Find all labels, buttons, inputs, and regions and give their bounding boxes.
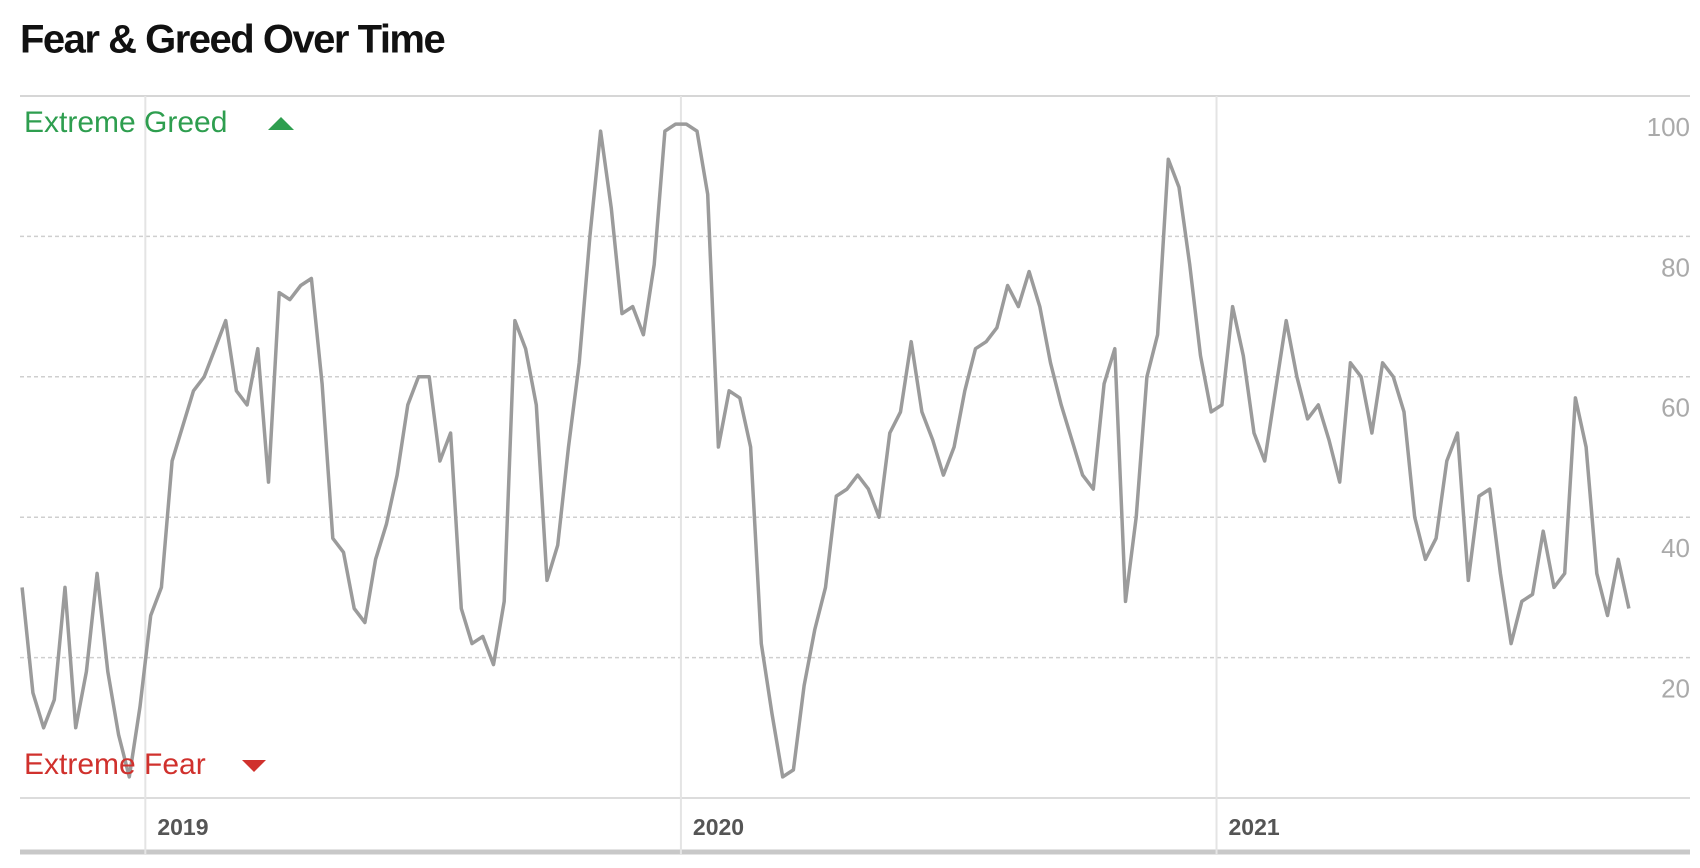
down-arrow — [242, 760, 266, 772]
y-tick-label: 100 — [1647, 112, 1690, 142]
index-line — [20, 122, 1631, 779]
fear-label: Extreme Fear — [24, 748, 206, 781]
grid: 20 40 60 80 100 2019 2020 2021 — [20, 96, 1690, 855]
x-tick-label: 2021 — [1229, 814, 1280, 840]
y-tick-label: 20 — [1661, 673, 1690, 703]
y-tick-label: 40 — [1661, 533, 1690, 563]
x-tick-label: 2019 — [157, 814, 208, 840]
up-arrow — [268, 117, 294, 130]
x-tick-label: 2020 — [693, 814, 744, 840]
chart-title: Fear & Greed Over Time — [20, 18, 445, 62]
y-tick-label: 80 — [1661, 252, 1690, 282]
plot — [20, 122, 1631, 779]
y-tick-label: 60 — [1661, 393, 1690, 423]
greed-label: Extreme Greed — [24, 106, 227, 139]
